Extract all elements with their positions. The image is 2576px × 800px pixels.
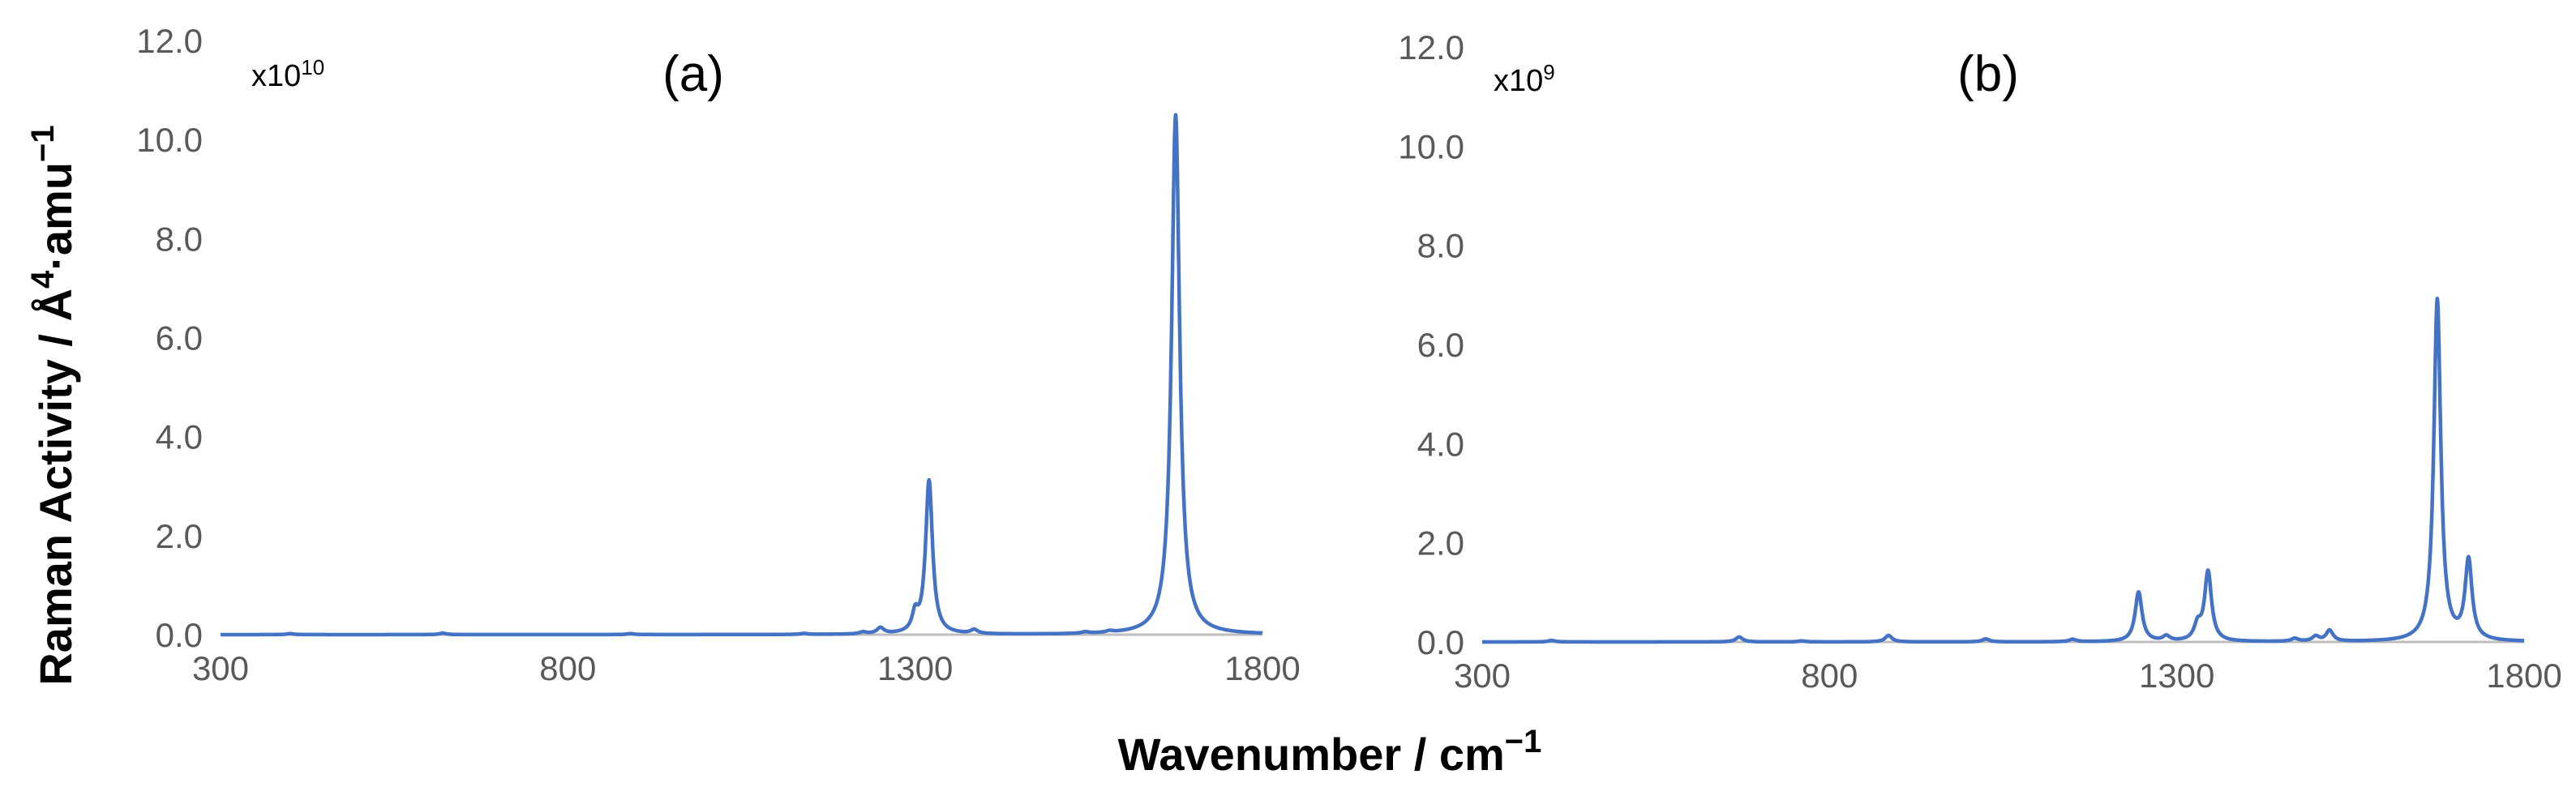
panel-a-y-tick-label: 10.0	[136, 121, 203, 159]
y-axis-title-sup2: −1	[25, 125, 61, 162]
panel-b: (b) x109 0.0 2.0 4.0 6.0 8.0 10.0 12.0 300 800 13…	[1398, 28, 2561, 695]
panel-b-y-tick-label: 10.0	[1398, 127, 1464, 165]
panel-a-y-tick-label: 8.0	[156, 220, 203, 258]
panel-b-y-tick-label: 8.0	[1417, 227, 1464, 265]
x-axis-title-text: Wavenumber / cm	[1118, 729, 1505, 780]
panel-a: (a) x1010 0.0 2.0 4.0 6.0 8.0 10.0 12.0 300 800 1…	[136, 22, 1300, 687]
panel-a-y-tick-label: 2.0	[156, 517, 203, 555]
panel-b-multiplier: x109	[1494, 60, 1555, 98]
panel-b-y-tick-label: 2.0	[1417, 524, 1464, 563]
y-axis-title-sup1: 4	[25, 270, 61, 289]
panel-b-multiplier-base: x10	[1494, 64, 1543, 98]
x-axis-title: Wavenumber / cm−1	[1118, 724, 1542, 780]
y-axis-title-mid: ·amu	[30, 162, 81, 271]
panel-b-x-tick-label: 800	[1801, 657, 1858, 695]
y-axis-title-text: Raman Activity / Å	[30, 289, 81, 686]
panel-b-multiplier-exp: 9	[1543, 60, 1554, 84]
panel-a-multiplier: x1010	[251, 55, 324, 93]
panel-a-multiplier-base: x10	[251, 59, 301, 93]
panel-a-x-tick-label: 1300	[877, 649, 953, 687]
panel-a-x-tick-label: 1800	[1224, 649, 1300, 687]
panel-a-y-tick-label: 12.0	[136, 22, 203, 60]
panel-b-y-tick-label: 6.0	[1417, 326, 1464, 364]
y-axis-title: Raman Activity / Å4·amu−1	[25, 125, 81, 685]
x-axis-title-sup: −1	[1505, 724, 1542, 759]
panel-a-y-tick-label: 4.0	[156, 418, 203, 456]
panel-a-y-tick-label: 0.0	[156, 616, 203, 654]
panel-b-spectrum-line	[1481, 296, 2526, 644]
panel-b-x-tick-label: 300	[1454, 657, 1511, 695]
panel-a-x-tick-label: 300	[192, 649, 249, 687]
panel-a-x-tick-label: 800	[539, 649, 596, 687]
panel-a-label: (a)	[662, 46, 724, 102]
panel-b-y-tick-label: 0.0	[1417, 623, 1464, 661]
panel-b-label: (b)	[1957, 46, 2019, 102]
panel-b-y-tick-label: 12.0	[1398, 28, 1464, 66]
panel-a-spectrum-line	[219, 113, 1264, 637]
panel-a-y-tick-label: 6.0	[156, 319, 203, 357]
panel-b-x-tick-label: 1800	[2486, 657, 2561, 695]
panel-b-y-tick-label: 4.0	[1417, 425, 1464, 463]
panel-b-x-tick-label: 1300	[2139, 657, 2214, 695]
panel-a-multiplier-exp: 10	[301, 55, 324, 79]
